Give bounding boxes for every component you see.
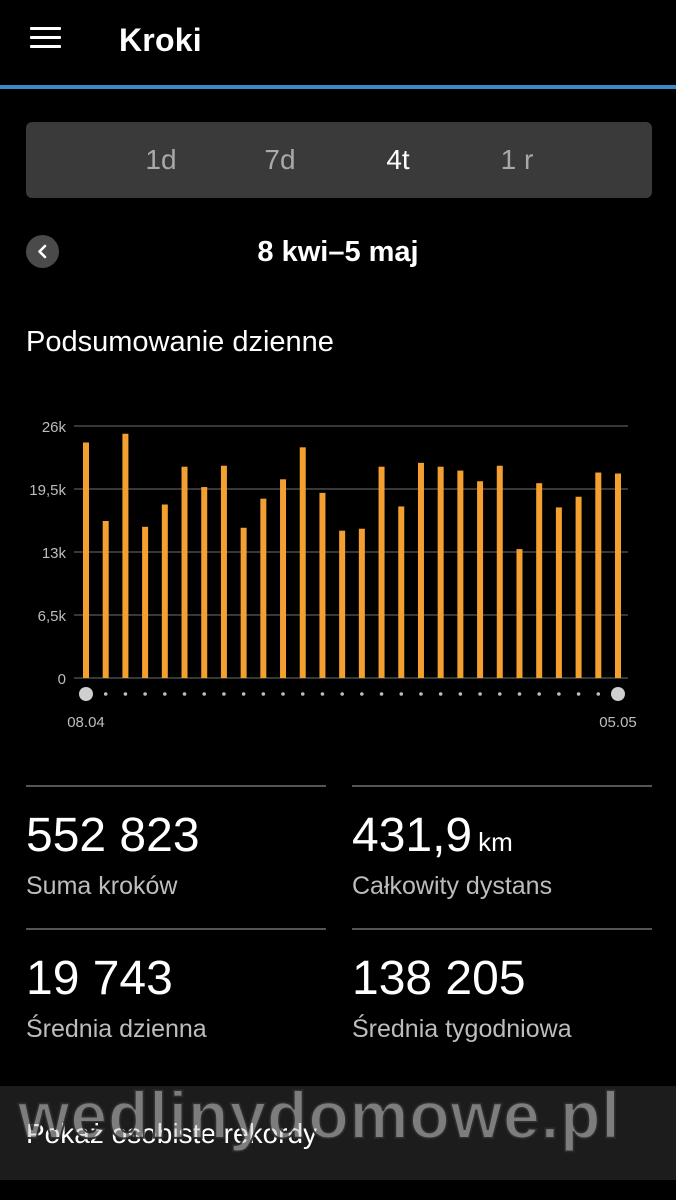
bar [417,462,424,678]
x-tick-dot [478,692,482,696]
date-range-label: 8 kwi–5 maj [257,236,419,268]
x-tick-dot [202,692,207,696]
x-tick-dot [399,692,404,696]
weekly-average-label: Średnia tygodniowa [352,1015,572,1043]
bar [457,470,464,678]
total-steps-value: 552 823 [26,809,200,862]
bar [615,473,621,678]
x-tick-dot [241,692,246,696]
y-tick-label: 13k [42,545,67,562]
personal-records-row[interactable] [0,1086,676,1180]
tab-4t[interactable]: 4t [386,144,410,175]
x-tick-dot [360,692,364,696]
x-tick-dot [537,692,541,696]
distance-unit: km [478,827,513,857]
section-title: Podsumowanie dzienne [26,326,334,358]
x-tick-dot [596,692,601,696]
x-tick-dot [320,692,325,696]
x-tick-dot [222,692,226,696]
daily-average-value: 19 743 [26,952,173,1005]
total-steps-label: Suma kroków [26,872,178,900]
bar [477,481,484,678]
bar [339,530,346,678]
chevron-left-icon [38,244,47,259]
bar [437,466,444,678]
divider [26,928,326,930]
bar [220,465,227,678]
tab-1d[interactable]: 1d [145,144,177,175]
x-tick-dot [182,692,187,696]
app-header: Kroki [0,0,676,86]
x-tick-dot [438,692,443,696]
tab-7d[interactable]: 7d [264,144,296,175]
bar [83,442,89,678]
x-end-label: 05.05 [599,714,637,731]
y-tick-label: 26k [42,419,67,436]
bar [181,466,188,678]
x-tick-dot [379,692,384,696]
previous-period-button[interactable] [26,235,59,268]
x-tick-dot [163,692,167,696]
show-personal-records-link[interactable]: Pokaż osobiste rekordy [26,1118,318,1149]
bar [319,492,326,678]
bar [536,483,543,678]
x-tick-dot [300,692,305,696]
daily-steps-chart: 26k 19,5k 13k 6,5k 0 08.04 05.05 [29,419,637,731]
bar [201,487,208,678]
x-tick-dot [458,692,463,696]
bar [595,472,602,678]
page-title: Kroki [119,22,202,58]
total-distance-value: 431,9 km [352,809,513,862]
bar [260,498,267,678]
bar [575,496,582,678]
bar [142,526,149,678]
bar [358,528,365,678]
x-tick-dot [419,692,423,696]
range-handle [611,687,625,701]
divider [26,785,326,787]
period-selector: 1d 7d 4t 1 r [26,122,652,198]
x-tick-dot [261,692,266,696]
bar [240,527,247,678]
x-tick-dot [517,692,522,696]
x-tick-dot [123,692,128,696]
x-start-label: 08.04 [67,714,105,731]
bar [102,520,109,678]
hamburger-menu-icon[interactable] [30,27,61,49]
y-tick-label: 0 [58,671,66,688]
x-tick-dot [497,692,502,696]
bar [555,507,562,678]
range-handle [79,687,93,701]
x-tick-dot [281,692,285,696]
total-distance-label: Całkowity dystans [352,872,553,900]
bar [378,466,385,678]
y-tick-label: 6,5k [38,608,67,625]
bar [516,549,523,678]
bar [161,504,168,678]
divider [352,928,652,930]
weekly-average-value: 138 205 [352,952,526,1005]
x-tick-dot [576,692,581,696]
x-tick-dot [340,692,344,696]
bar [299,447,306,678]
y-tick-label: 19,5k [29,482,66,499]
divider [352,785,652,787]
header-accent-line [0,85,676,89]
tab-1r[interactable]: 1 r [500,144,534,175]
daily-average-label: Średnia dzienna [26,1015,207,1043]
x-tick-dot [143,692,147,696]
x-tick-dot [103,692,108,696]
bar [398,506,405,678]
bar [122,433,129,678]
bar [496,465,503,678]
bar [280,479,287,678]
x-tick-dot [557,692,561,696]
